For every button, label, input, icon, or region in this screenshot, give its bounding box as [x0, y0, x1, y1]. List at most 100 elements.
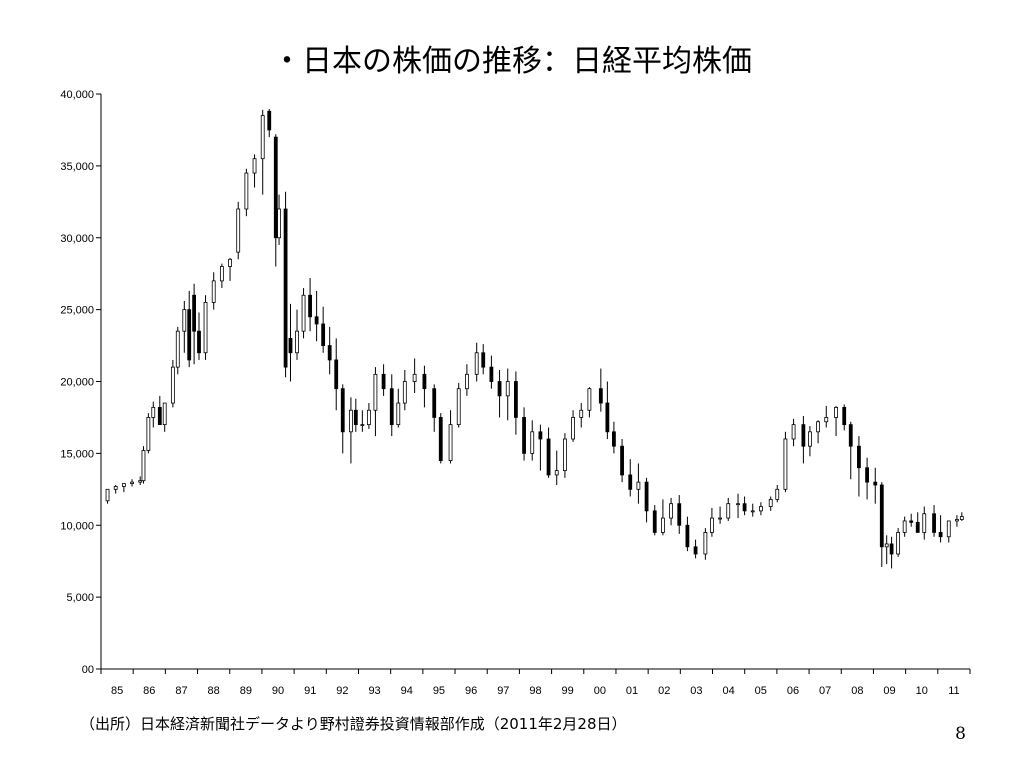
candle-body — [438, 417, 443, 461]
candle-body — [896, 532, 901, 555]
candle-body — [685, 524, 690, 548]
x-tick-label: 04 — [722, 685, 734, 697]
candle-body — [824, 417, 829, 423]
candle-body — [121, 483, 126, 487]
x-tick-label: 93 — [368, 685, 380, 697]
candle-body — [277, 208, 281, 239]
y-tick-label: 10,000 — [60, 520, 94, 532]
candle-body — [522, 417, 526, 454]
candle-body — [563, 438, 567, 472]
x-tick-label: 85 — [111, 685, 123, 697]
candle-body — [187, 309, 192, 361]
candle-body — [349, 409, 353, 433]
candle-body — [334, 359, 339, 390]
candle-body — [791, 424, 796, 440]
candle-body — [236, 208, 241, 253]
x-tick-label: 07 — [819, 685, 831, 697]
candle-body — [170, 366, 175, 404]
candle-body — [736, 503, 740, 506]
candle-body — [360, 424, 365, 427]
candle-body — [554, 470, 559, 476]
candle-body — [381, 373, 386, 390]
x-tick-label: 09 — [883, 685, 895, 697]
candle-body — [530, 431, 535, 454]
candle-body — [130, 481, 134, 484]
candle-body — [598, 388, 603, 404]
candle-body — [105, 488, 110, 502]
x-tick-label: 02 — [658, 685, 670, 697]
x-tick-label: 99 — [562, 685, 574, 697]
candle-body — [464, 373, 469, 390]
candle-body — [295, 330, 299, 354]
candle-body — [816, 421, 820, 433]
candle-body — [571, 417, 575, 440]
candle-body — [389, 388, 394, 426]
candle-body — [219, 266, 224, 282]
candle-body — [884, 543, 889, 548]
x-tick-label: 05 — [755, 685, 767, 697]
candle-body — [228, 258, 232, 267]
x-tick-label: 98 — [529, 685, 541, 697]
x-tick-label: 00 — [594, 685, 606, 697]
candle-body — [742, 503, 747, 512]
candle-body — [620, 445, 624, 476]
candle-body — [448, 424, 453, 461]
candle-body — [538, 431, 543, 440]
candle-body — [273, 136, 278, 239]
x-tick-label: 06 — [787, 685, 799, 697]
candle-body — [842, 406, 847, 426]
x-tick-label: 90 — [272, 685, 284, 697]
candle-body — [710, 517, 714, 533]
candle-body — [628, 474, 633, 490]
candle-body — [922, 513, 927, 533]
x-tick-label: 96 — [465, 685, 477, 697]
candle-body — [481, 352, 486, 368]
candle-body — [775, 488, 780, 500]
x-tick-label: 89 — [240, 685, 252, 697]
candle-body — [283, 208, 288, 368]
x-tick-label: 97 — [497, 685, 509, 697]
candle-body — [197, 330, 201, 354]
candle-body — [301, 294, 306, 332]
candle-body — [801, 424, 806, 447]
candle-body — [497, 381, 502, 397]
candle-body — [162, 402, 167, 426]
candle-body — [252, 158, 257, 174]
candle-body — [915, 521, 920, 533]
chart-axes: 00 5,000 10,000 15,000 20,000 25,000 30,000 35,… — [60, 89, 971, 697]
candle-body — [579, 409, 584, 418]
candle-body — [308, 294, 312, 318]
candle-body — [366, 409, 371, 426]
candle-body — [182, 309, 187, 332]
candle-body — [759, 506, 763, 512]
candle-body — [432, 388, 437, 418]
x-tick-label: 01 — [626, 685, 638, 697]
candle-body — [456, 388, 461, 426]
candle-body — [203, 302, 208, 354]
candle-body — [938, 532, 943, 538]
candle-body — [808, 431, 812, 447]
candle-body — [373, 373, 378, 411]
candle-body — [857, 445, 861, 469]
candle-body — [865, 467, 869, 483]
candle-body — [834, 406, 838, 418]
candle-body — [513, 381, 518, 418]
candle-body — [726, 503, 731, 519]
candle-body — [693, 546, 698, 555]
x-tick-label: 03 — [690, 685, 702, 697]
candle-body — [873, 481, 878, 486]
candle-body — [677, 503, 682, 526]
x-tick-label: 94 — [401, 685, 413, 697]
candle-body — [783, 438, 788, 490]
candle-body — [267, 110, 272, 131]
x-tick-label: 10 — [916, 685, 928, 697]
candle-body — [244, 172, 249, 210]
x-tick-label: 87 — [175, 685, 187, 697]
candle-body — [353, 409, 358, 426]
x-tick-label: 11 — [948, 685, 959, 697]
candle-body — [141, 450, 146, 482]
candlestick-series — [105, 108, 964, 569]
candle-body — [192, 294, 197, 332]
candle-body — [587, 388, 592, 411]
